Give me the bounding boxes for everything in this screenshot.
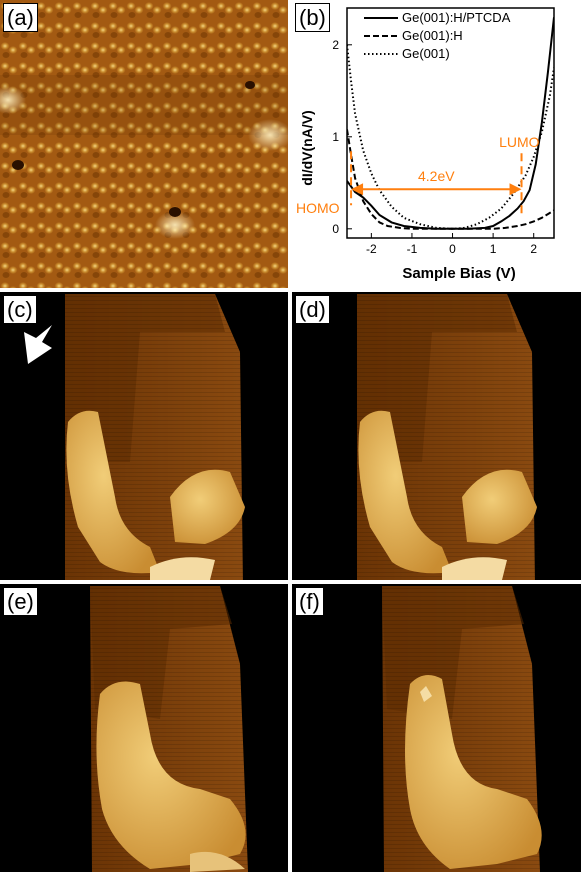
series-line-0 [347, 17, 554, 230]
sts-chart: -2 -1 0 1 2 0 1 2 4.2eV HOMO LUMO Ge(001):H/PTCDA… [296, 7, 555, 282]
legend-label-1: Ge(001):H [402, 28, 463, 43]
x-tick-label: 0 [449, 242, 456, 256]
homo-label: HOMO [296, 200, 340, 216]
panel-a: (a) [0, 0, 288, 288]
legend-label-2: Ge(001) [402, 46, 450, 61]
panel-c: (c) [0, 292, 288, 580]
y-axis-label: dI/dV(nA/V) [299, 110, 315, 185]
arrow-icon [24, 325, 52, 364]
x-tick-label: 2 [530, 242, 537, 256]
chart-series [347, 17, 554, 230]
panel-label-c: (c) [3, 295, 37, 324]
chart-axes [346, 7, 555, 239]
gap-label: 4.2eV [418, 168, 455, 184]
y-tick-label: 0 [332, 222, 339, 236]
stm-image-e [90, 586, 248, 872]
x-tick-label: -2 [366, 242, 377, 256]
lumo-label: LUMO [499, 134, 540, 150]
series-line-1 [347, 129, 554, 230]
y-tick-label: 1 [332, 130, 339, 144]
panel-d: (d) [292, 292, 581, 580]
stm-image-d [357, 294, 537, 580]
chart-ticks: -2 -1 0 1 2 0 1 2 [332, 38, 537, 256]
panel-label-e: (e) [3, 587, 38, 616]
stm-image-a [0, 0, 288, 288]
panel-label-b: (b) [295, 3, 330, 32]
chart-legend: Ge(001):H/PTCDA Ge(001):H Ge(001) [364, 10, 511, 61]
x-tick-label: 1 [490, 242, 497, 256]
plot-frame [346, 7, 555, 239]
y-tick-label: 2 [332, 38, 339, 52]
stm-image-c [24, 294, 245, 580]
x-tick-label: -1 [407, 242, 418, 256]
panel-b: -2 -1 0 1 2 0 1 2 4.2eV HOMO LUMO Ge(001):H/PTCDA… [292, 0, 581, 288]
stm-image-f [382, 586, 542, 872]
series-line-2 [347, 44, 554, 230]
gap-arrowhead-right [509, 183, 522, 196]
panel-f: (f) [292, 584, 581, 872]
panel-label-a: (a) [3, 3, 38, 32]
panel-label-f: (f) [295, 587, 324, 616]
panel-label-d: (d) [295, 295, 330, 324]
chart-annotations: 4.2eV HOMO LUMO [296, 134, 540, 216]
x-axis-label: Sample Bias (V) [402, 265, 515, 282]
gap-arrowhead-left [351, 183, 364, 196]
panel-e: (e) [0, 584, 288, 872]
legend-label-0: Ge(001):H/PTCDA [402, 10, 511, 25]
